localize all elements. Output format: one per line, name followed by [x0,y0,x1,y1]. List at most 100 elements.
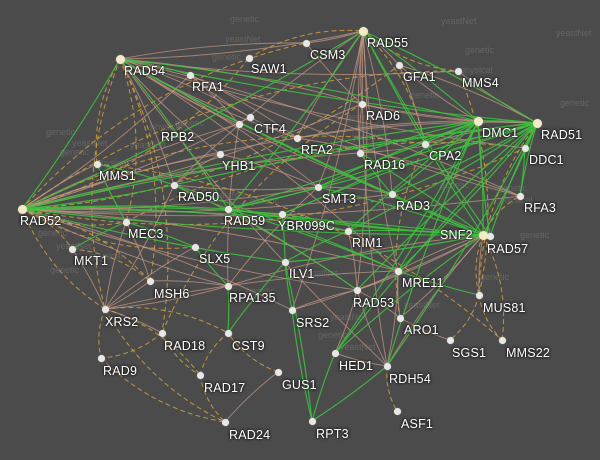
graph-edge [227,285,230,334]
graph-edge [362,30,400,66]
graph-edge [347,230,358,291]
graph-edge [449,294,480,341]
graph-edge [194,246,229,287]
graph-edge [21,30,364,210]
graph-node-rad52[interactable] [17,204,27,214]
graph-edge [478,234,484,296]
graph-node-rim1[interactable] [344,227,352,235]
graph-edge [95,58,121,165]
graph-node-snf2[interactable] [478,230,488,240]
graph-edge [305,30,364,44]
graph-edge [317,120,479,188]
graph-node-srs2[interactable] [288,306,296,314]
graph-edge [317,186,484,236]
graph-node-ilv1[interactable] [281,258,289,266]
graph-edge [362,30,538,124]
graph-edge [296,30,364,139]
graph-node-mec3[interactable] [122,218,130,226]
graph-edge [21,208,229,287]
graph-edge [119,58,229,210]
graph-node-rad16[interactable] [356,149,364,157]
graph-node-rfa1[interactable] [186,71,194,79]
graph-node-mms1[interactable] [93,160,101,168]
graph-edge [227,234,484,287]
graph-node-rad54[interactable] [115,54,125,64]
graph-edge [21,184,175,210]
graph-edge [21,208,358,291]
graph-node-rad51[interactable] [532,118,542,128]
graph-edge [519,147,526,197]
graph-edge [362,30,479,122]
graph-edge [356,30,368,291]
graph-node-rad50[interactable] [170,181,178,189]
graph-node-rad24[interactable] [221,418,229,426]
graph-node-rfa3[interactable] [516,192,524,200]
graph-edge [317,122,538,188]
graph-node-rad9[interactable] [97,354,105,362]
edge-group [21,29,538,423]
graph-node-dmc1[interactable] [473,116,483,126]
graph-edge [296,120,479,139]
graph-node-gus1[interactable] [274,368,282,376]
graph-node-sgs1[interactable] [446,336,454,344]
graph-node-csm3[interactable] [302,39,310,47]
graph-node-ddc1[interactable] [521,144,529,152]
graph-node-rdh54[interactable] [383,362,391,370]
graph-edge [397,270,480,296]
graph-node-rad17[interactable] [196,371,204,379]
graph-node-mre11[interactable] [394,267,402,275]
graph-node-cst9[interactable] [224,329,232,337]
graph-edge [125,221,151,282]
graph-edge [21,208,286,263]
graph-node-rad55[interactable] [358,26,368,36]
graph-node-mus81[interactable] [475,291,483,299]
graph-edge [173,184,399,272]
graph-node-smt3[interactable] [314,183,322,191]
graph-node-cpa2[interactable] [421,140,429,148]
graph-node-rad57[interactable] [486,232,494,240]
graph-edge [227,186,319,287]
graph-node-yhb1[interactable] [216,150,224,158]
graph-node-rad59[interactable] [224,205,232,213]
graph-node-rpb2[interactable] [235,120,243,128]
graph-node-rpa135[interactable] [224,282,232,290]
graph-node-ybr099c[interactable] [278,210,286,218]
graph-edge [227,120,479,210]
graph-node-rad18[interactable] [158,329,166,337]
graph-edge [227,208,358,291]
graph-edge [334,234,484,354]
graph-node-mms4[interactable] [454,67,462,75]
graph-edge [291,234,484,311]
graph-edge [296,137,521,197]
graph-edge [227,186,319,210]
graph-node-msh6[interactable] [146,277,154,285]
graph-edge [347,122,538,232]
graph-edge [21,42,307,210]
graph-edge [100,332,163,359]
graph-edge [359,120,479,154]
graph-node-rfa2[interactable] [293,134,301,142]
graph-node-mkt1[interactable] [68,245,76,253]
graph-node-slx5[interactable] [191,243,199,251]
graph-edge [334,352,388,367]
graph-node-ctf4[interactable] [246,113,254,121]
graph-edge [96,163,175,186]
graph-node-rad3[interactable] [388,190,396,198]
graph-node-gfa1[interactable] [395,61,403,69]
graph-node-asf1[interactable] [393,407,401,415]
graph-node-rad6[interactable] [358,100,366,108]
graph-node-hed1[interactable] [331,349,339,357]
graph-edge [173,184,319,191]
graph-node-rpt3[interactable] [308,417,316,425]
graph-edge [347,120,479,232]
graph-node-xrs2[interactable] [101,305,109,313]
graph-node-mms22[interactable] [498,336,506,344]
graph-node-saw1[interactable] [245,54,253,62]
graph-edge [386,270,399,367]
graph-edge [104,285,229,310]
graph-edge [21,208,399,272]
graph-edge [361,103,479,122]
graph-node-aro1[interactable] [396,314,404,322]
graph-node-rad53[interactable] [353,286,361,294]
